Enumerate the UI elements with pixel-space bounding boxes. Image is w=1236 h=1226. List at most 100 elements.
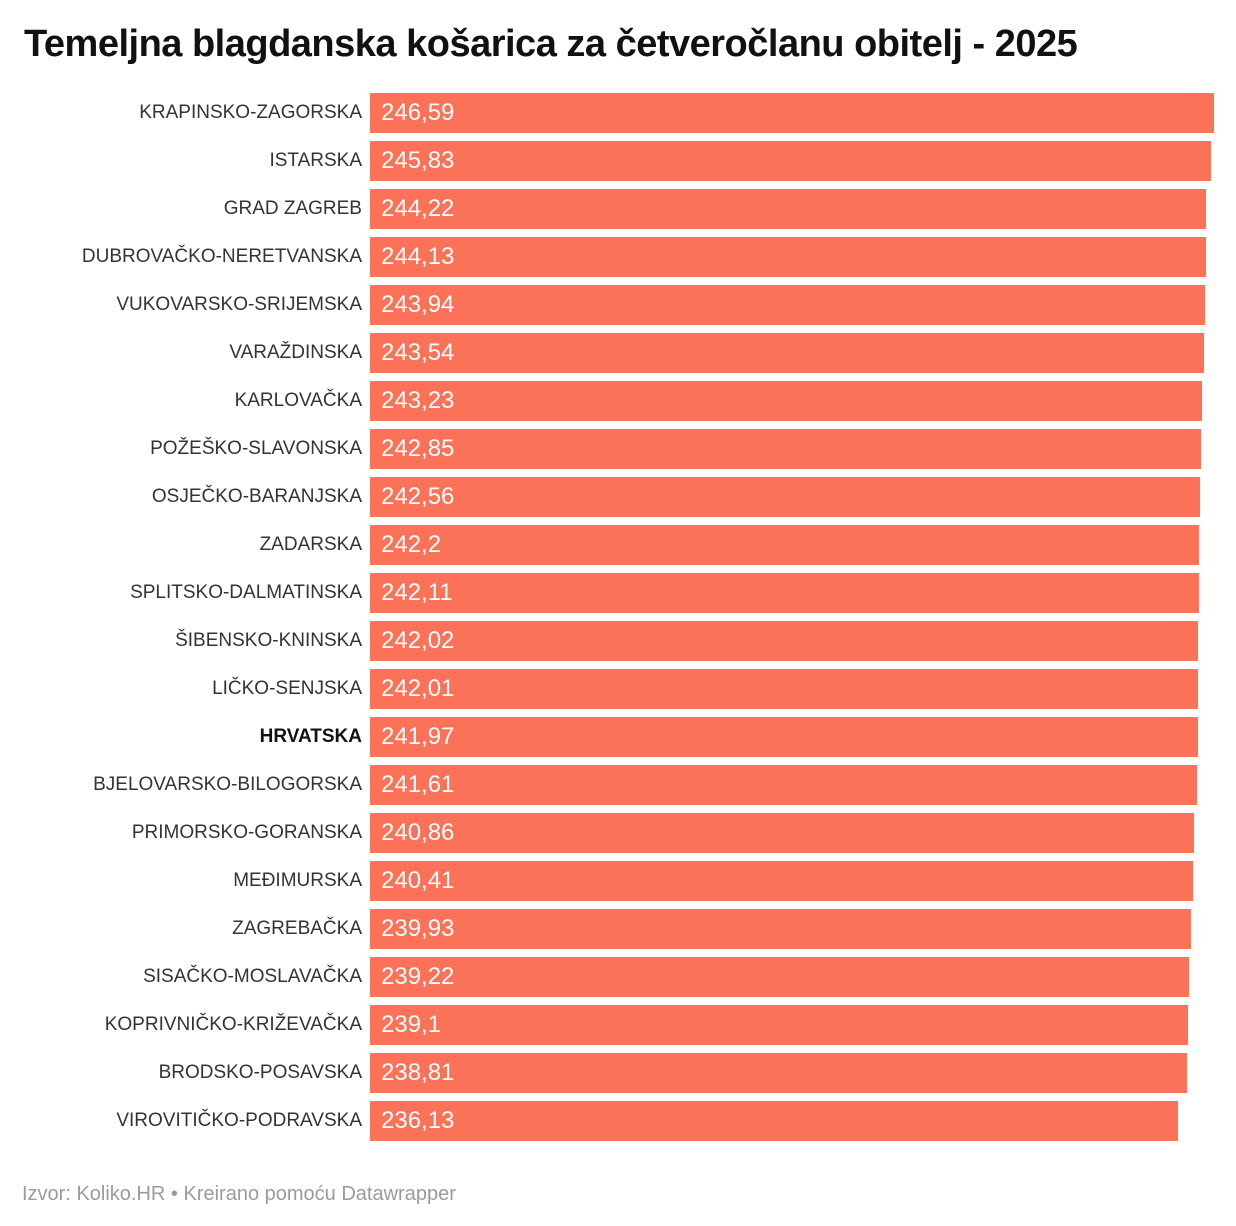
bar-track: 242,2: [370, 525, 1214, 565]
value-label: 242,56: [381, 483, 455, 510]
category-label: SPLITSKO-DALMATINSKA: [130, 582, 362, 603]
value-label: 242,2: [381, 531, 442, 558]
bar: 242,85: [370, 429, 1202, 469]
bar-row: ZAGREBAČKA 239,93: [0, 905, 1236, 953]
value-label: 239,22: [381, 963, 455, 990]
value-label: 246,59: [381, 99, 455, 126]
bar: 239,22: [370, 957, 1189, 997]
bar: 246,59: [370, 93, 1214, 133]
bar-row: KARLOVAČKA 243,23: [0, 377, 1236, 425]
bar-track: 242,56: [370, 477, 1214, 517]
bar-row: GRAD ZAGREB 244,22: [0, 185, 1236, 233]
bar-track: 242,11: [370, 573, 1214, 613]
chart-title: Temeljna blagdanska košarica za četveroč…: [24, 23, 1078, 65]
bar: 239,1: [370, 1005, 1189, 1045]
bar-track: 236,13: [370, 1101, 1214, 1141]
category-label: KRAPINSKO-ZAGORSKA: [139, 102, 362, 123]
bar-row: ISTARSKA 245,83: [0, 137, 1236, 185]
category-label: VUKOVARSKO-SRIJEMSKA: [116, 294, 362, 315]
bar: 244,22: [370, 189, 1206, 229]
bar-track: 244,13: [370, 237, 1214, 277]
category-label: VIROVITIČKO-PODRAVSKA: [116, 1110, 362, 1131]
value-label: 240,41: [381, 867, 455, 894]
category-label: DUBROVAČKO-NERETVANSKA: [81, 246, 362, 267]
bar: 242,2: [370, 525, 1199, 565]
bar: 243,54: [370, 333, 1204, 373]
bar-track: 241,97: [370, 717, 1214, 757]
bar: 236,13: [370, 1101, 1179, 1141]
bar: 239,93: [370, 909, 1192, 949]
bar-row: KOPRIVNIČKO-KRIŽEVAČKA 239,1: [0, 1001, 1236, 1049]
bar-track: 240,41: [370, 861, 1214, 901]
category-label: LIČKO-SENJSKA: [212, 678, 362, 699]
bar-row: VIROVITIČKO-PODRAVSKA 236,13: [0, 1097, 1236, 1145]
category-label: KOPRIVNIČKO-KRIŽEVAČKA: [104, 1014, 362, 1035]
bar: 240,86: [370, 813, 1195, 853]
bar: 245,83: [370, 141, 1212, 181]
bar-row: SISAČKO-MOSLAVAČKA 239,22: [0, 953, 1236, 1001]
category-label: ŠIBENSKO-KNINSKA: [175, 630, 362, 651]
bar: 241,97: [370, 717, 1199, 757]
bar-track: 239,22: [370, 957, 1214, 997]
bar-row: POŽEŠKO-SLAVONSKA 242,85: [0, 425, 1236, 473]
category-label: GRAD ZAGREB: [223, 198, 362, 219]
bar-row: LIČKO-SENJSKA 242,01: [0, 665, 1236, 713]
bar-row: MEĐIMURSKA 240,41: [0, 857, 1236, 905]
bar-row: VARAŽDINSKA 243,54: [0, 329, 1236, 377]
value-label: 242,85: [381, 435, 455, 462]
bar-track: 242,01: [370, 669, 1214, 709]
bar-track: 240,86: [370, 813, 1214, 853]
value-label: 238,81: [381, 1059, 455, 1086]
category-label: KARLOVAČKA: [234, 390, 362, 411]
bar-row: BJELOVARSKO-BILOGORSKA 241,61: [0, 761, 1236, 809]
bar: 243,23: [370, 381, 1203, 421]
category-label: OSJEČKO-BARANJSKA: [151, 486, 362, 507]
value-label: 242,02: [381, 627, 455, 654]
bar-row: BRODSKO-POSAVSKA 238,81: [0, 1049, 1236, 1097]
bar-track: 239,93: [370, 909, 1214, 949]
value-label: 241,61: [381, 771, 455, 798]
category-label: PRIMORSKO-GORANSKA: [131, 822, 362, 843]
bar: 242,56: [370, 477, 1201, 517]
bar-track: 243,23: [370, 381, 1214, 421]
value-label: 243,94: [381, 291, 455, 318]
category-label: MEĐIMURSKA: [233, 870, 362, 891]
bar-track: 238,81: [370, 1053, 1214, 1093]
source-note: Izvor: Koliko.HR • Kreirano pomoću Dataw…: [22, 1183, 456, 1205]
bar: 244,13: [370, 237, 1206, 277]
category-label: ISTARSKA: [269, 150, 362, 171]
bar-row: VUKOVARSKO-SRIJEMSKA 243,94: [0, 281, 1236, 329]
bar-row: ŠIBENSKO-KNINSKA 242,02: [0, 617, 1236, 665]
bar-row: OSJEČKO-BARANJSKA 242,56: [0, 473, 1236, 521]
bar-track: 243,94: [370, 285, 1214, 325]
category-label: ZADARSKA: [259, 534, 362, 555]
value-label: 243,54: [381, 339, 455, 366]
bar: 241,61: [370, 765, 1197, 805]
value-label: 245,83: [381, 147, 455, 174]
value-label: 239,1: [381, 1011, 442, 1038]
category-label: ZAGREBAČKA: [232, 918, 362, 939]
category-label: HRVATSKA: [259, 726, 362, 747]
bar-row: HRVATSKA 241,97: [0, 713, 1236, 761]
value-label: 244,22: [381, 195, 455, 222]
bar: 242,02: [370, 621, 1199, 661]
bar-track: 241,61: [370, 765, 1214, 805]
bar-track: 245,83: [370, 141, 1214, 181]
value-label: 242,11: [381, 579, 453, 606]
bar: 238,81: [370, 1053, 1188, 1093]
bar-track: 244,22: [370, 189, 1214, 229]
bar-track: 243,54: [370, 333, 1214, 373]
bar-track: 246,59: [370, 93, 1214, 133]
value-label: 239,93: [381, 915, 455, 942]
value-label: 242,01: [381, 675, 455, 702]
value-label: 236,13: [381, 1107, 455, 1134]
bar-row: DUBROVAČKO-NERETVANSKA 244,13: [0, 233, 1236, 281]
bar: 243,94: [370, 285, 1205, 325]
category-label: SISAČKO-MOSLAVAČKA: [143, 966, 362, 987]
bar-row: PRIMORSKO-GORANSKA 240,86: [0, 809, 1236, 857]
bar: 242,01: [370, 669, 1199, 709]
value-label: 243,23: [381, 387, 455, 414]
value-label: 240,86: [381, 819, 455, 846]
category-label: POŽEŠKO-SLAVONSKA: [150, 438, 362, 459]
